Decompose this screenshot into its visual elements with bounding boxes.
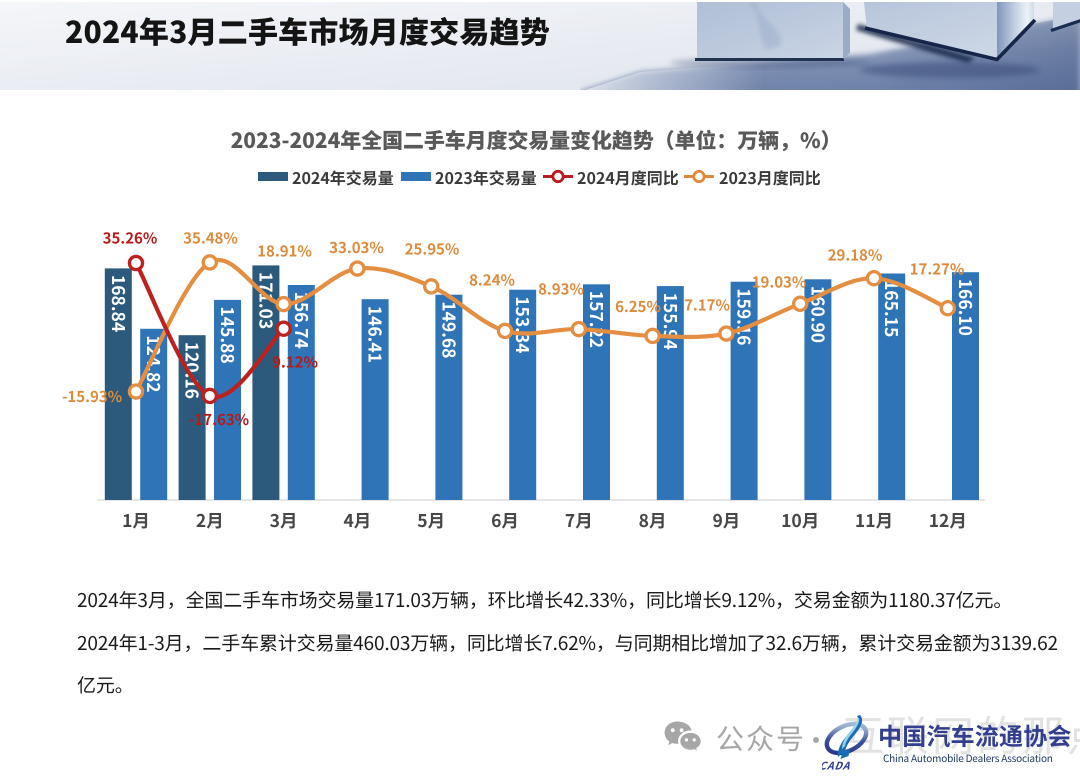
svg-text:12月: 12月 [929,508,967,533]
svg-text:9.12%: 9.12% [272,352,318,373]
svg-text:146.41: 146.41 [363,306,388,363]
svg-text:33.03%: 33.03% [329,237,384,258]
svg-text:165.15: 165.15 [879,280,904,337]
svg-text:10月: 10月 [781,508,819,533]
svg-text:8.93%: 8.93% [538,279,584,300]
svg-text:157.22: 157.22 [584,291,609,348]
svg-text:166.10: 166.10 [953,279,978,336]
svg-text:124.82: 124.82 [141,335,166,392]
svg-text:153.34: 153.34 [510,296,535,353]
svg-text:4月: 4月 [343,508,371,533]
svg-text:3月: 3月 [270,508,298,533]
svg-text:9月: 9月 [712,508,740,533]
svg-text:1月: 1月 [122,508,150,533]
svg-text:7.17%: 7.17% [684,295,730,316]
svg-text:159.16: 159.16 [732,288,757,345]
svg-text:25.95%: 25.95% [405,239,460,260]
svg-text:19.03%: 19.03% [752,272,807,293]
svg-text:35.26%: 35.26% [103,228,158,249]
svg-text:5月: 5月 [417,508,445,533]
svg-text:17.27%: 17.27% [910,259,965,280]
svg-text:6月: 6月 [491,508,519,533]
svg-text:8.24%: 8.24% [469,270,515,291]
svg-text:149.68: 149.68 [436,301,461,358]
svg-text:7月: 7月 [565,508,593,533]
svg-text:18.91%: 18.91% [257,241,312,262]
svg-text:6.25%: 6.25% [615,296,661,317]
svg-text:2月: 2月 [196,508,224,533]
svg-text:-17.63%: -17.63% [189,409,249,430]
svg-text:29.18%: 29.18% [828,245,883,266]
svg-text:155.94: 155.94 [658,293,683,350]
svg-text:35.48%: 35.48% [183,228,238,249]
svg-text:8月: 8月 [639,508,667,533]
svg-text:-15.93%: -15.93% [62,386,122,407]
svg-text:145.88: 145.88 [215,306,240,363]
svg-text:CADA: CADA [822,759,851,774]
svg-text:168.84: 168.84 [106,275,131,332]
svg-text:11月: 11月 [855,508,893,533]
